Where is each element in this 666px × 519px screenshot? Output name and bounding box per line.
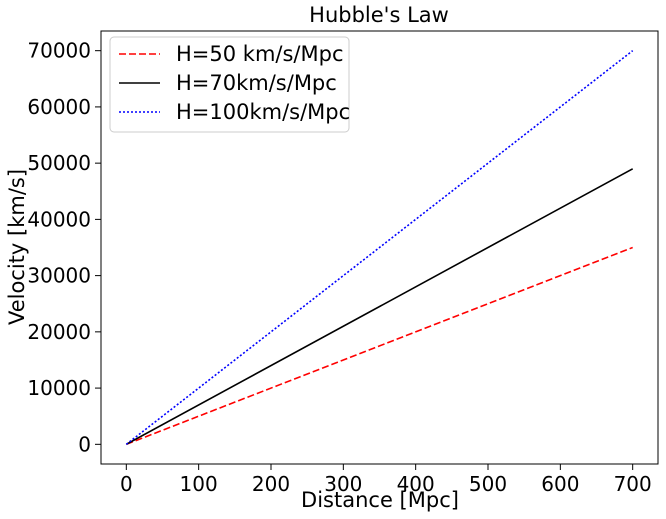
series-line-2 — [125, 50, 634, 445]
plot-area — [100, 30, 659, 465]
y-tick-label: 40000 — [27, 207, 91, 231]
y-tick-label: 10000 — [27, 376, 91, 400]
series-layer — [125, 50, 634, 446]
y-tick-label: 70000 — [27, 39, 91, 63]
legend-label-2: H=100km/s/Mpc — [176, 100, 350, 124]
x-tick-label: 200 — [252, 472, 290, 496]
y-axis: 0 10000 20000 30000 40000 50000 60000 70000 — [27, 39, 101, 456]
series-line-0 — [126, 246, 633, 446]
x-tick-label: 0 — [120, 472, 133, 496]
chart-title: Hubble's Law — [309, 3, 449, 27]
series-line-1 — [125, 168, 634, 446]
legend-label-1: H=70km/s/Mpc — [176, 71, 337, 95]
x-axis-label: Distance [Mpc] — [301, 488, 459, 512]
x-tick-label: 700 — [614, 472, 652, 496]
y-tick-label: 50000 — [27, 151, 91, 175]
x-tick-label: 600 — [541, 472, 579, 496]
y-tick-label: 30000 — [27, 264, 91, 288]
x-tick-label: 400 — [397, 472, 435, 496]
y-tick-label: 20000 — [27, 320, 91, 344]
x-tick-label: 300 — [324, 472, 362, 496]
legend: H=50 km/s/Mpc H=70km/s/Mpc H=100km/s/Mpc — [109, 36, 350, 133]
legend-label-0: H=50 km/s/Mpc — [176, 42, 344, 66]
x-tick-label: 500 — [469, 472, 507, 496]
legend-box — [109, 36, 350, 133]
y-tick-label: 0 — [78, 432, 91, 456]
x-tick-label: 100 — [180, 472, 218, 496]
y-tick-label: 60000 — [27, 95, 91, 119]
y-axis-label: Velocity [km/s] — [5, 169, 29, 325]
x-axis: 0 100 200 300 400 500 600 700 — [120, 464, 652, 496]
